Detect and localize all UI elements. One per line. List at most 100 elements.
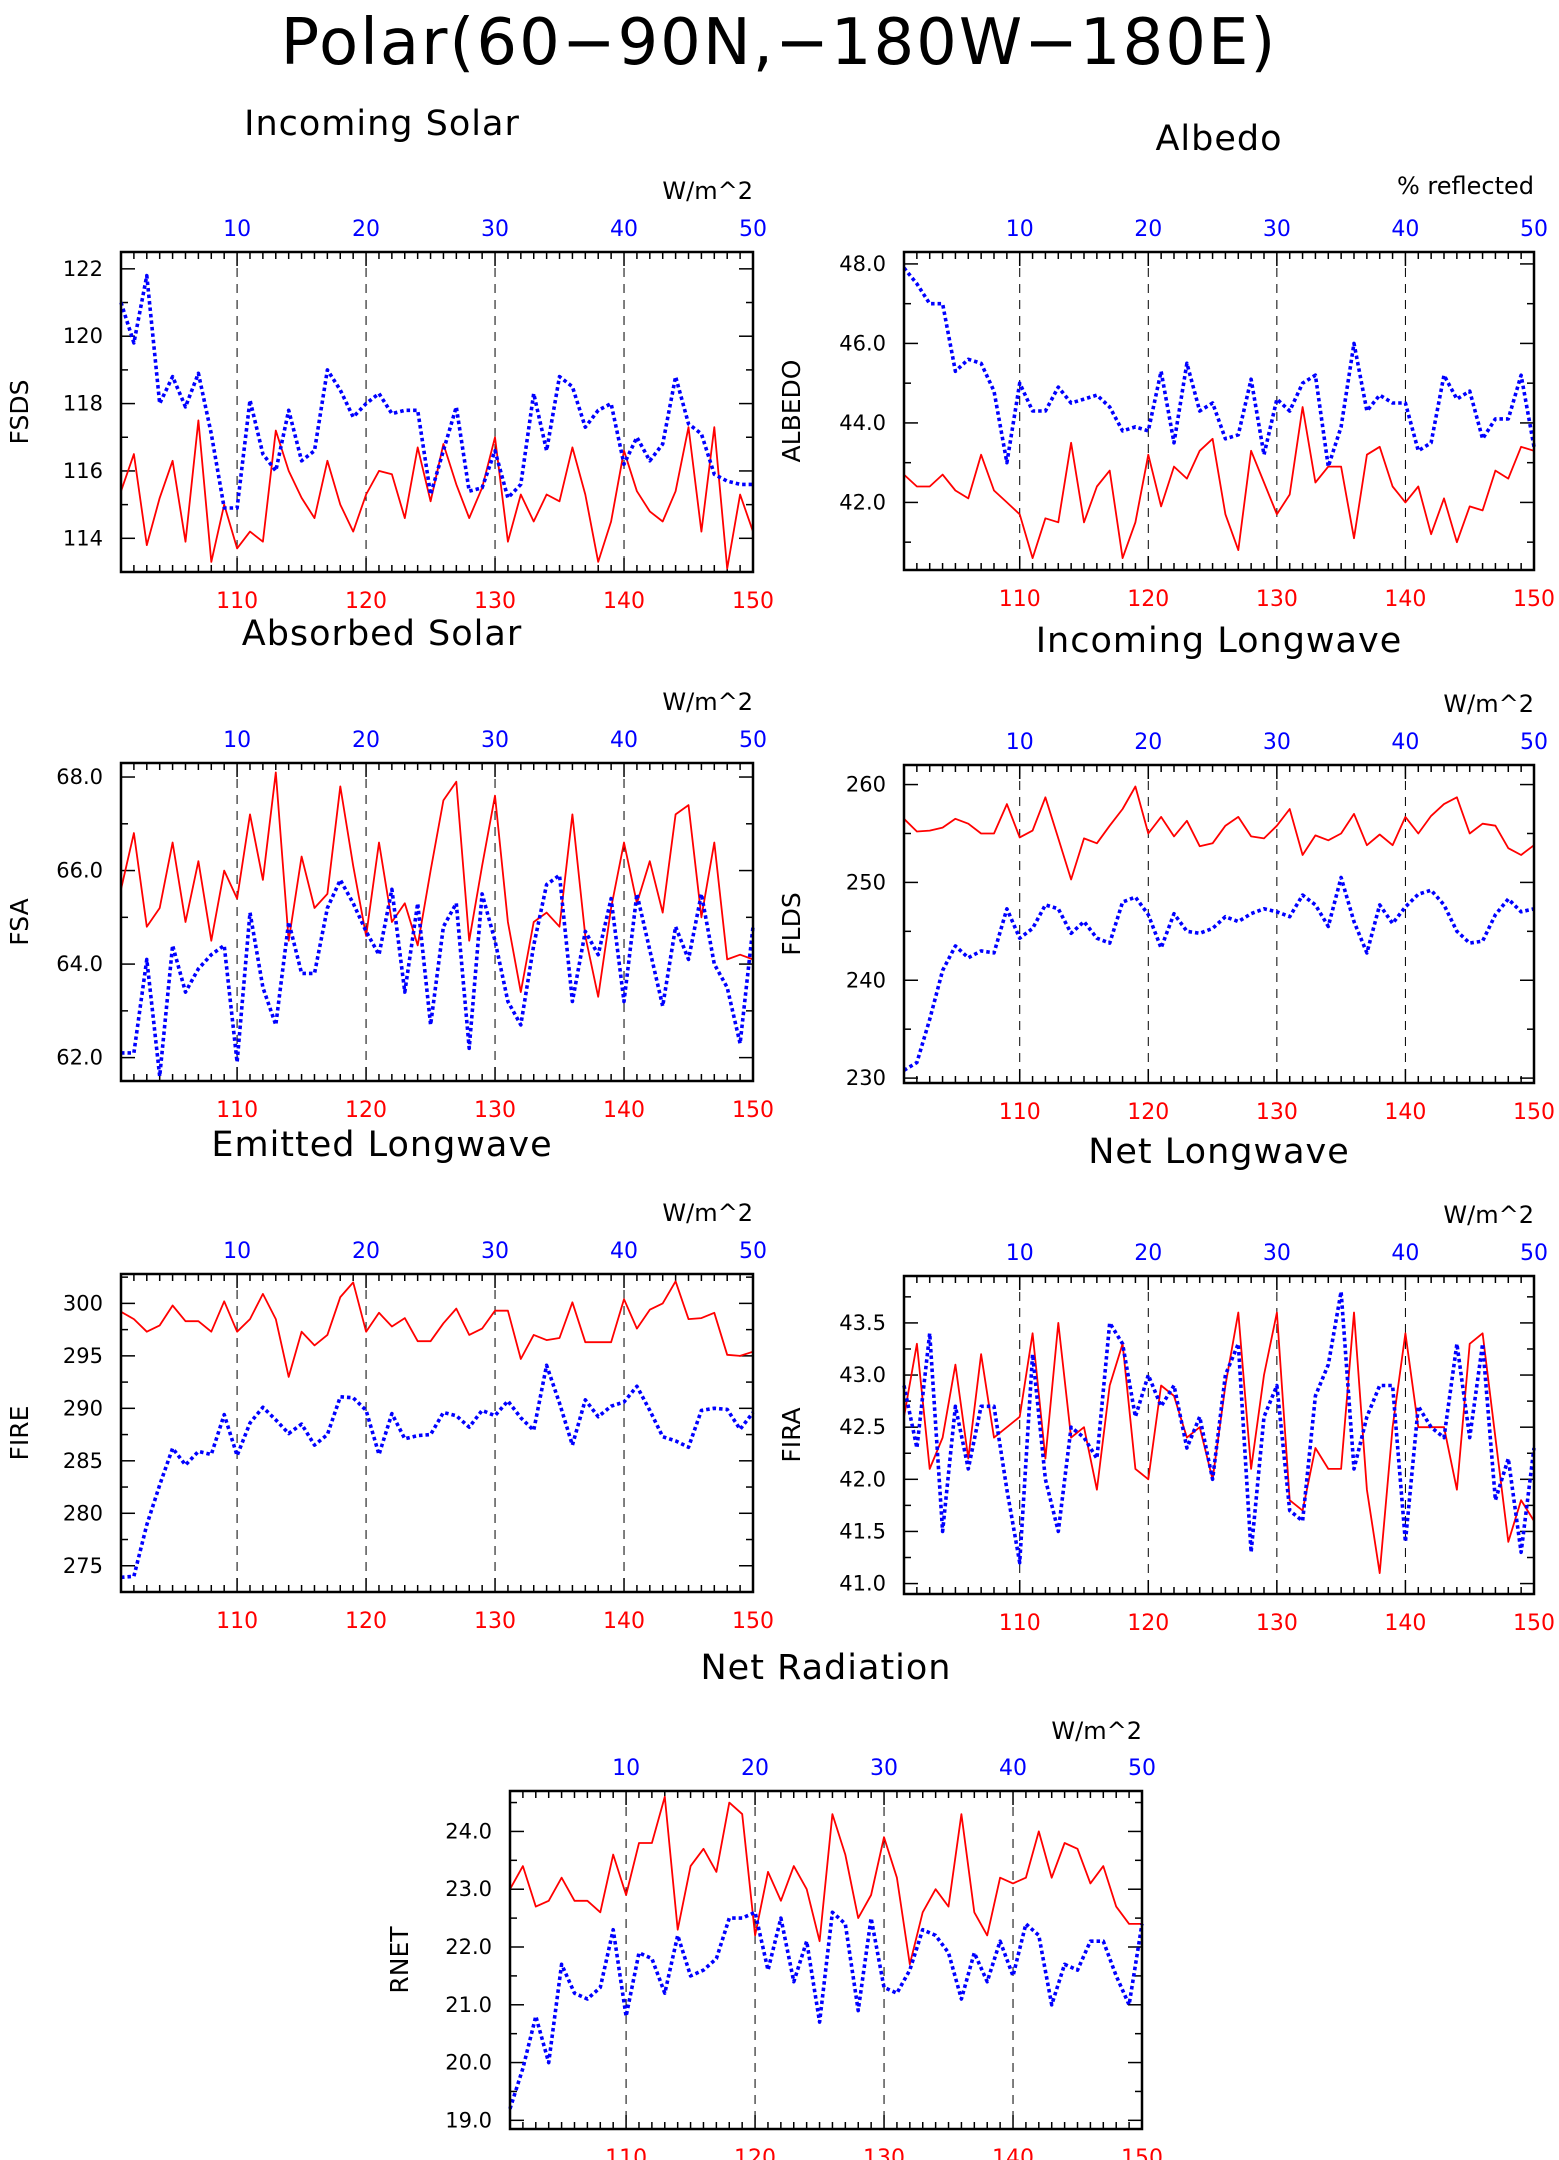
series-line-blue-dotted bbox=[902, 1289, 1536, 1565]
plot-frame bbox=[902, 250, 1536, 572]
x-tick-label-top: 50 bbox=[739, 728, 767, 753]
x-tick-label-top: 10 bbox=[1006, 730, 1034, 755]
units-label: % reflected bbox=[1397, 172, 1534, 200]
y-tick-label: 64.0 bbox=[56, 952, 103, 976]
x-tick-label-bottom: 140 bbox=[603, 1098, 645, 1123]
x-tick-label-bottom: 120 bbox=[1127, 1100, 1169, 1125]
x-tick-label-top: 20 bbox=[1134, 1241, 1162, 1266]
x-tick-label-top: 10 bbox=[1006, 1241, 1034, 1266]
x-tick-label-top: 30 bbox=[870, 1756, 898, 1781]
x-tick-label-top: 30 bbox=[1263, 1241, 1291, 1266]
x-tick-label-bottom: 130 bbox=[1256, 1100, 1298, 1125]
y-tick-label: 260 bbox=[846, 773, 886, 797]
y-tick-label: 41.0 bbox=[839, 1572, 886, 1596]
x-tick-label-bottom: 120 bbox=[1127, 1611, 1169, 1636]
x-tick-label-bottom: 150 bbox=[1121, 2146, 1163, 2160]
y-axis-label: FIRA bbox=[777, 1407, 806, 1462]
x-tick-label-bottom: 140 bbox=[1384, 1100, 1426, 1125]
y-tick-label: 41.5 bbox=[839, 1519, 886, 1543]
x-tick-label-top: 30 bbox=[1263, 730, 1291, 755]
y-tick-label: 62.0 bbox=[56, 1046, 103, 1070]
x-tick-label-bottom: 120 bbox=[1127, 587, 1169, 612]
series-line-red-solid bbox=[509, 1795, 1142, 1966]
y-tick-label: 46.0 bbox=[839, 331, 886, 355]
panel-title: Albedo bbox=[1155, 119, 1282, 159]
x-tick-label-bottom: 120 bbox=[734, 2146, 776, 2160]
series-line-red-solid bbox=[120, 771, 754, 998]
x-tick-label-bottom: 140 bbox=[603, 1609, 645, 1634]
y-tick-label: 42.5 bbox=[839, 1415, 886, 1439]
x-tick-label-top: 10 bbox=[1006, 217, 1034, 242]
panel-rnet: Net Radiation W/m^2 RNET 19.0 20.0 21.0 22.0 23… bbox=[385, 1648, 1163, 2160]
x-tick-label-bottom: 130 bbox=[1256, 587, 1298, 612]
y-tick-label: 21.0 bbox=[445, 1993, 492, 2017]
y-tick-label: 295 bbox=[63, 1344, 103, 1368]
y-tick-label: 20.0 bbox=[445, 2051, 492, 2075]
x-tick-label-top: 40 bbox=[610, 217, 638, 242]
x-tick-label-top: 40 bbox=[610, 1239, 638, 1264]
x-tick-label-bottom: 120 bbox=[345, 1098, 387, 1123]
y-tick-label: 250 bbox=[846, 870, 886, 894]
plot-frame bbox=[902, 763, 1536, 1085]
x-tick-label-top: 50 bbox=[739, 217, 767, 242]
x-tick-label-bottom: 140 bbox=[992, 2146, 1034, 2160]
series-line-blue-dotted bbox=[119, 273, 753, 510]
y-tick-label: 275 bbox=[63, 1554, 103, 1578]
series-line-blue-dotted bbox=[903, 875, 1535, 1072]
x-tick-label-bottom: 140 bbox=[1384, 1611, 1426, 1636]
y-tick-label: 43.5 bbox=[839, 1311, 886, 1335]
units-label: W/m^2 bbox=[662, 177, 753, 205]
panel-title: Incoming Longwave bbox=[1036, 621, 1403, 661]
x-tick-label-top: 40 bbox=[1391, 1241, 1419, 1266]
x-tick-label-bottom: 110 bbox=[999, 587, 1041, 612]
x-tick-label-bottom: 150 bbox=[1513, 1100, 1555, 1125]
figure-title: Polar(60−90N,−180W−180E) bbox=[281, 6, 1278, 80]
plot-frame bbox=[119, 250, 755, 574]
x-tick-label-bottom: 120 bbox=[345, 589, 387, 614]
plot-frame bbox=[119, 1272, 755, 1594]
x-tick-label-bottom: 150 bbox=[1513, 1611, 1555, 1636]
y-tick-label: 22.0 bbox=[445, 1935, 492, 1959]
x-tick-label-top: 10 bbox=[223, 1239, 251, 1264]
panel-title: Emitted Longwave bbox=[211, 1125, 552, 1165]
units-label: W/m^2 bbox=[1443, 690, 1534, 718]
x-tick-label-bottom: 150 bbox=[1513, 587, 1555, 612]
x-tick-label-bottom: 150 bbox=[732, 1098, 774, 1123]
x-tick-label-bottom: 110 bbox=[605, 2146, 647, 2160]
plot-frame bbox=[902, 1274, 1536, 1596]
y-tick-label: 23.0 bbox=[445, 1877, 492, 1901]
units-label: W/m^2 bbox=[662, 1199, 753, 1227]
x-tick-label-top: 20 bbox=[352, 1239, 380, 1264]
panel-fsds: Incoming Solar W/m^2 FSDS 114 116 118 120 122 11… bbox=[5, 104, 774, 614]
series-line-red-solid bbox=[120, 1280, 754, 1378]
x-tick-label-bottom: 120 bbox=[345, 1609, 387, 1634]
y-tick-label: 42.0 bbox=[839, 490, 886, 514]
x-tick-label-bottom: 130 bbox=[474, 1098, 516, 1123]
x-tick-label-bottom: 140 bbox=[1384, 587, 1426, 612]
panel-title: Incoming Solar bbox=[244, 104, 520, 144]
y-axis-label: FIRE bbox=[5, 1406, 34, 1461]
x-tick-label-top: 20 bbox=[352, 728, 380, 753]
y-axis-label: FSA bbox=[5, 898, 34, 945]
x-tick-label-top: 10 bbox=[223, 217, 251, 242]
y-tick-label: 230 bbox=[846, 1066, 886, 1090]
x-tick-label-bottom: 130 bbox=[474, 1609, 516, 1634]
series-line-red-solid bbox=[903, 1311, 1535, 1574]
y-tick-label: 43.0 bbox=[839, 1363, 886, 1387]
x-tick-label-top: 10 bbox=[612, 1756, 640, 1781]
x-tick-label-bottom: 150 bbox=[732, 1609, 774, 1634]
x-tick-label-top: 40 bbox=[610, 728, 638, 753]
plot-frame bbox=[119, 761, 755, 1083]
y-tick-label: 240 bbox=[846, 968, 886, 992]
x-tick-label-bottom: 110 bbox=[216, 1609, 258, 1634]
y-axis-label: RNET bbox=[385, 1926, 414, 1994]
units-label: W/m^2 bbox=[662, 688, 753, 716]
y-tick-label: 114 bbox=[63, 526, 103, 550]
y-tick-label: 68.0 bbox=[56, 765, 103, 789]
panel-fsa: Absorbed Solar W/m^2 FSA 62.0 64.0 66.0 68.0 11… bbox=[5, 614, 774, 1123]
y-tick-label: 118 bbox=[63, 392, 103, 416]
plot-frame bbox=[508, 1789, 1144, 2131]
y-tick-label: 44.0 bbox=[839, 411, 886, 435]
x-tick-label-top: 30 bbox=[1263, 217, 1291, 242]
